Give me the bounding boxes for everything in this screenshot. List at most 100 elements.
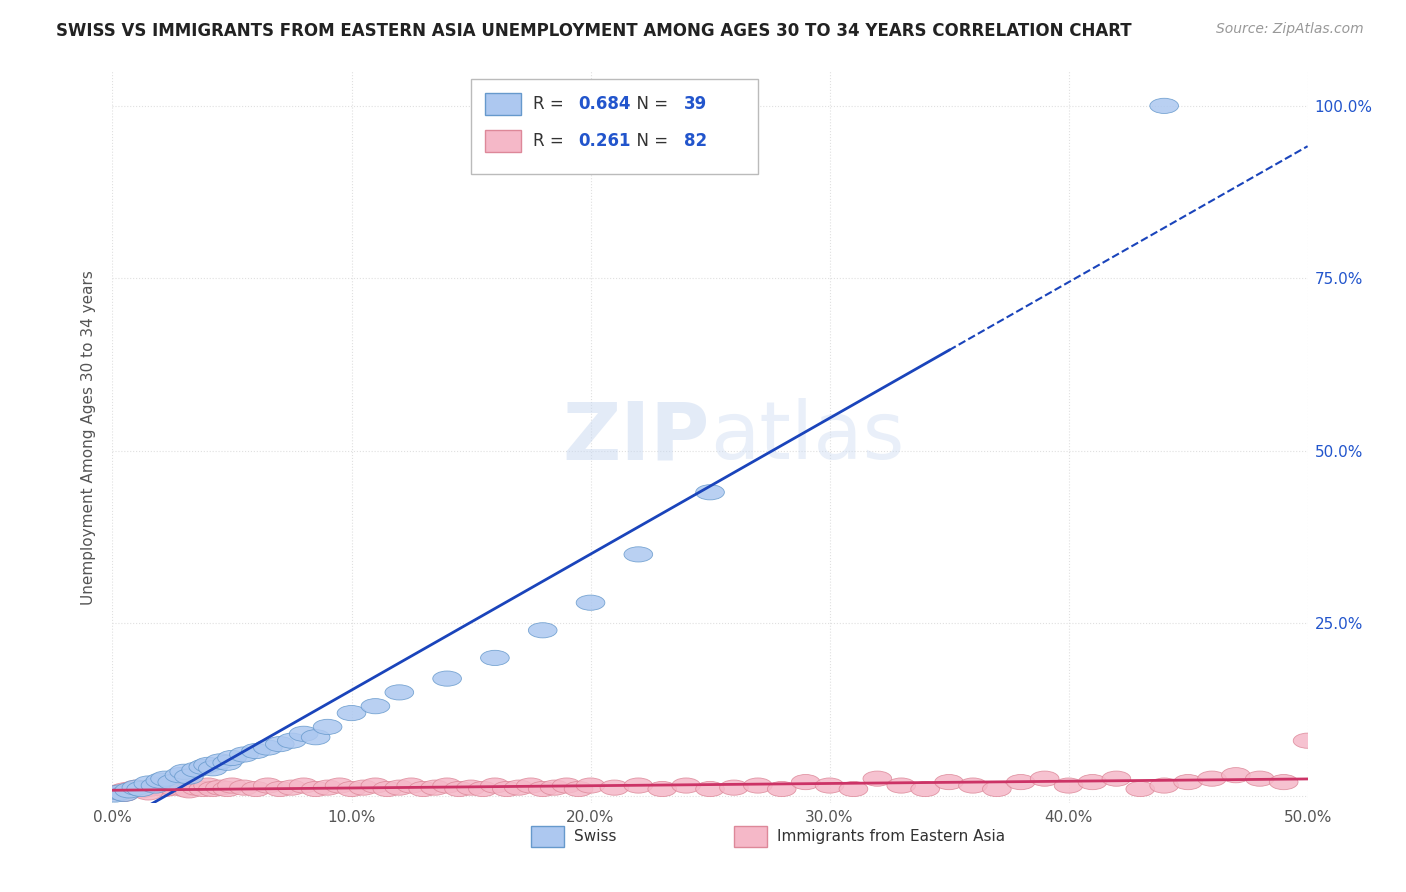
Ellipse shape [205,780,235,795]
Ellipse shape [1150,98,1178,113]
Ellipse shape [174,769,204,784]
Text: R =: R = [533,132,569,150]
Text: R =: R = [533,95,569,113]
Ellipse shape [337,706,366,721]
Ellipse shape [157,774,187,789]
Ellipse shape [648,781,676,797]
Ellipse shape [117,781,146,797]
Ellipse shape [242,743,270,758]
Ellipse shape [396,778,426,793]
Ellipse shape [277,733,307,748]
Ellipse shape [863,771,891,786]
Ellipse shape [1198,771,1226,786]
FancyBboxPatch shape [531,826,564,847]
Ellipse shape [110,786,139,801]
Ellipse shape [768,781,796,797]
Ellipse shape [887,778,915,793]
Ellipse shape [433,778,461,793]
Ellipse shape [1270,774,1298,789]
Ellipse shape [314,719,342,734]
Ellipse shape [696,781,724,797]
Ellipse shape [720,780,748,795]
Ellipse shape [290,726,318,741]
Text: 0.684: 0.684 [579,95,631,113]
Text: 82: 82 [683,132,707,150]
Ellipse shape [1078,774,1107,789]
Ellipse shape [792,774,820,789]
Ellipse shape [564,781,593,797]
Ellipse shape [170,764,198,780]
Text: Swiss: Swiss [574,829,616,844]
Ellipse shape [181,780,211,795]
Ellipse shape [174,783,204,798]
Ellipse shape [105,785,134,800]
Ellipse shape [600,780,628,795]
Ellipse shape [122,780,150,795]
Ellipse shape [349,780,378,795]
Ellipse shape [205,754,235,769]
Ellipse shape [266,737,294,752]
Ellipse shape [253,778,283,793]
Ellipse shape [385,685,413,700]
Ellipse shape [301,781,330,797]
Ellipse shape [212,781,242,797]
Text: 0.261: 0.261 [579,132,631,150]
FancyBboxPatch shape [471,78,758,174]
Ellipse shape [492,781,522,797]
Ellipse shape [481,650,509,665]
Ellipse shape [188,781,218,797]
Ellipse shape [420,780,450,795]
Ellipse shape [110,783,139,798]
Text: N =: N = [627,95,673,113]
Ellipse shape [218,778,246,793]
Ellipse shape [576,595,605,610]
Ellipse shape [1222,768,1250,783]
Ellipse shape [576,778,605,793]
Ellipse shape [696,484,724,500]
Ellipse shape [516,778,546,793]
Ellipse shape [229,747,259,762]
Ellipse shape [198,781,228,797]
Text: Immigrants from Eastern Asia: Immigrants from Eastern Asia [778,829,1005,844]
Ellipse shape [198,761,228,776]
Ellipse shape [529,781,557,797]
Ellipse shape [194,778,222,793]
Ellipse shape [409,781,437,797]
Ellipse shape [146,778,174,793]
Ellipse shape [337,781,366,797]
Ellipse shape [1031,771,1059,786]
Ellipse shape [1246,771,1274,786]
FancyBboxPatch shape [485,130,522,152]
Ellipse shape [103,785,132,800]
Ellipse shape [444,781,474,797]
Ellipse shape [1054,778,1083,793]
Ellipse shape [744,778,772,793]
Ellipse shape [242,781,270,797]
Ellipse shape [553,778,581,793]
Ellipse shape [218,750,246,765]
Text: ZIP: ZIP [562,398,710,476]
Ellipse shape [373,781,402,797]
Ellipse shape [361,698,389,714]
Ellipse shape [672,778,700,793]
Ellipse shape [983,781,1011,797]
Ellipse shape [325,778,354,793]
Ellipse shape [181,762,211,777]
Ellipse shape [301,730,330,745]
Ellipse shape [1174,774,1202,789]
Ellipse shape [457,780,485,795]
Ellipse shape [188,759,218,774]
Ellipse shape [134,776,163,791]
Ellipse shape [266,781,294,797]
FancyBboxPatch shape [734,826,768,847]
Ellipse shape [935,774,963,789]
Text: N =: N = [627,132,673,150]
Text: Source: ZipAtlas.com: Source: ZipAtlas.com [1216,22,1364,37]
Ellipse shape [277,780,307,795]
Ellipse shape [624,778,652,793]
Ellipse shape [122,780,150,795]
Ellipse shape [157,780,187,795]
Ellipse shape [290,778,318,793]
Text: 39: 39 [683,95,707,113]
Ellipse shape [253,740,283,756]
